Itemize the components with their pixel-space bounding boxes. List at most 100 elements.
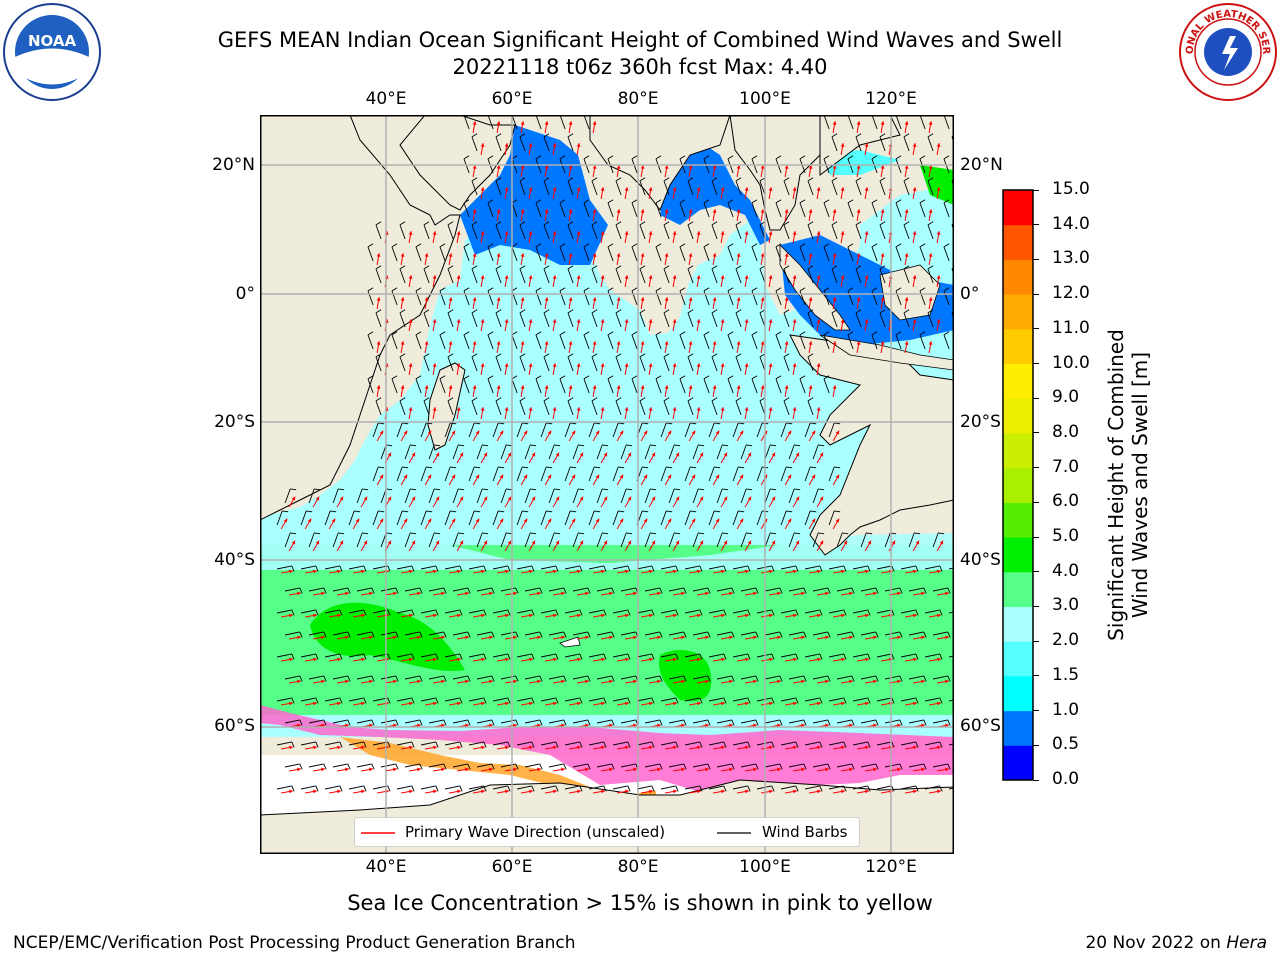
wind-barb (692, 675, 711, 682)
wave-direction-arrow (937, 635, 949, 640)
wave-direction-arrow (857, 745, 869, 750)
wind-barb (924, 609, 943, 616)
wind-barb (639, 353, 646, 372)
wave-direction-arrow (832, 518, 840, 530)
wind-barb (548, 719, 567, 726)
wave-direction-arrow (857, 701, 869, 706)
wind-barb (564, 422, 577, 438)
wave-direction-arrow (408, 319, 413, 332)
wave-direction-arrow (641, 701, 653, 706)
wind-barb (879, 309, 886, 328)
wind-barb (468, 609, 487, 616)
wind-barb (516, 697, 535, 704)
wave-direction-arrow (305, 789, 317, 794)
wind-barb (524, 675, 543, 682)
wave-direction-arrow (865, 679, 877, 684)
wind-barb (775, 243, 782, 262)
wind-barb (860, 675, 879, 682)
wave-direction-arrow (617, 569, 629, 574)
wave-direction-arrow (545, 745, 557, 750)
wave-direction-arrow (497, 657, 509, 662)
wind-barb (396, 422, 409, 438)
wave-direction-arrow (617, 745, 629, 750)
wind-barb (468, 565, 487, 572)
wave-direction-arrow (936, 319, 941, 332)
lat-tick-left-20s: 20°S (214, 412, 255, 432)
wave-direction-arrow (528, 452, 536, 464)
wind-barb (548, 675, 567, 682)
lon-tick-bottom-100e: 100°E (739, 857, 791, 877)
wave-direction-arrow (712, 385, 717, 398)
wind-barb (380, 675, 399, 682)
wind-barb (631, 199, 638, 218)
wind-barb (943, 155, 950, 174)
wind-barb (276, 565, 295, 572)
wave-direction-arrow (793, 591, 805, 596)
wave-direction-arrow (528, 143, 533, 156)
wave-direction-arrow (856, 341, 861, 354)
wave-direction-arrow (761, 569, 773, 574)
lon-tick-top-100e: 100°E (739, 89, 791, 109)
wind-barb (463, 199, 470, 218)
wind-barb (324, 609, 343, 616)
wind-barb (644, 488, 657, 504)
wind-barb (735, 397, 742, 416)
map-legend: Primary Wave Direction (unscaled) Wind B… (354, 817, 860, 847)
wave-direction-arrow (905, 613, 917, 618)
wind-barb (764, 488, 777, 504)
wind-barb (660, 510, 673, 526)
wave-direction-arrow (712, 518, 720, 530)
wave-direction-arrow (856, 209, 861, 222)
wind-barb (783, 353, 790, 372)
wind-barb (596, 488, 609, 504)
wave-direction-arrow (664, 518, 672, 530)
wave-direction-arrow (376, 341, 381, 354)
wind-barb (476, 675, 495, 682)
wind-barb (703, 331, 710, 350)
wave-direction-arrow (401, 701, 413, 706)
wind-barb (732, 697, 751, 704)
wave-direction-arrow (528, 496, 536, 508)
wave-direction-arrow (617, 789, 629, 794)
wave-direction-arrow (809, 569, 821, 574)
wave-direction-arrow (480, 363, 485, 376)
wave-direction-arrow (577, 767, 589, 772)
wave-direction-arrow (568, 253, 573, 266)
wind-barb (740, 763, 759, 770)
wind-barb (468, 653, 487, 660)
wind-barb (447, 265, 454, 284)
india-landmass (589, 115, 731, 212)
wind-barb (687, 221, 694, 240)
wind-barb (631, 155, 638, 174)
wind-barb (788, 631, 807, 638)
wind-barb (663, 265, 670, 284)
wind-barb (711, 265, 718, 284)
wave-direction-arrow (760, 253, 765, 266)
lon-tick-bottom-80e: 80°E (617, 857, 659, 877)
wave-direction-arrow (432, 407, 437, 420)
wind-barb (900, 653, 919, 660)
wave-direction-arrow (712, 253, 717, 266)
wave-direction-arrow (480, 540, 488, 552)
wave-direction-arrow (544, 341, 549, 354)
wave-direction-arrow (617, 657, 629, 662)
wind-barb (692, 488, 705, 504)
colorbar-segment (1003, 571, 1033, 607)
wind-barb (540, 741, 559, 748)
wind-barb (543, 397, 550, 416)
wave-direction-arrow (649, 767, 661, 772)
wave-direction-arrow (761, 613, 773, 618)
wave-direction-arrow (337, 679, 349, 684)
wave-direction-arrow (665, 569, 677, 574)
wave-direction-arrow (904, 165, 909, 178)
wind-barb (924, 697, 943, 704)
wind-barb (444, 785, 463, 792)
wave-direction-arrow (904, 341, 909, 354)
wind-barb (807, 265, 814, 284)
wind-barb (836, 532, 849, 548)
wave-direction-arrow (625, 591, 637, 596)
wind-barb (540, 422, 553, 438)
wave-direction-arrow (649, 635, 661, 640)
wave-direction-arrow (408, 363, 413, 376)
wind-barb (780, 741, 799, 748)
